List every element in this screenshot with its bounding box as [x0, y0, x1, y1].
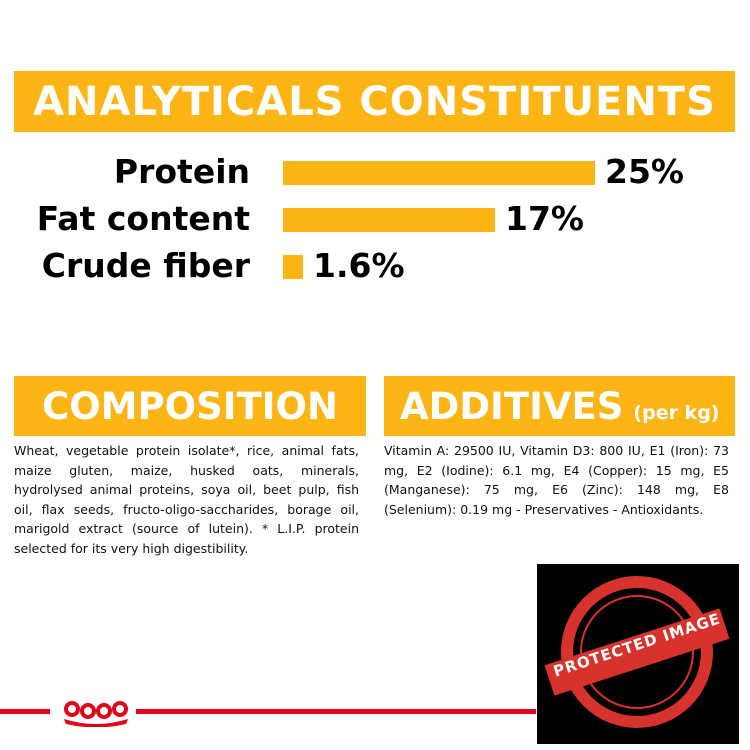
footer-red-line-left: [0, 709, 50, 714]
additives-header: ADDITIVES (per kg): [384, 376, 735, 436]
protein-bar: [283, 161, 595, 185]
crude-fiber-value: 1.6%: [313, 246, 405, 285]
additives-title: ADDITIVES: [400, 384, 624, 428]
additives-text: Vitamin A: 29500 IU, Vitamin D3: 800 IU,…: [384, 443, 729, 517]
crude-fiber-label: Crude fiber: [41, 246, 250, 285]
watermark: PROTECTED IMAGE: [537, 564, 739, 744]
additives-subtitle: (per kg): [633, 402, 720, 424]
fat-content-value: 17%: [505, 199, 584, 238]
analytics-title: ANALYTICALS CONSTITUENTS: [14, 71, 735, 132]
composition-title: COMPOSITION: [14, 376, 366, 436]
protein-label: Protein: [113, 152, 250, 191]
royal-canin-crown-icon: [64, 701, 128, 727]
footer-red-line-right: [136, 709, 536, 714]
crude-fiber-bar: [283, 255, 303, 279]
composition-text: Wheat, vegetable protein isolate*, rice,…: [14, 443, 359, 556]
protein-value: 25%: [605, 152, 684, 191]
fat-content-bar: [283, 208, 495, 232]
fat-content-label: Fat content: [36, 199, 250, 238]
protected-image-stamp-icon: [544, 576, 730, 728]
